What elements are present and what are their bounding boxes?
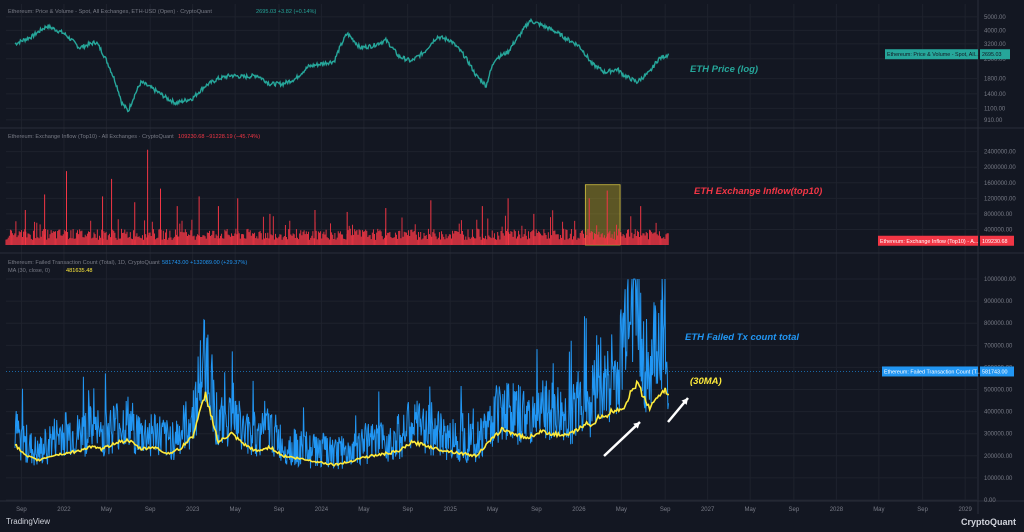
failed-tag-value: 581743.00 [982,369,1007,375]
price-tag-label-bg [885,49,978,60]
failed-y-tick: 200000.00 [984,454,1013,460]
x-axis-label: Sep [789,507,800,513]
inflow-tag-label: Ethereum: Exchange Inflow (Top10) - A... [880,239,978,245]
ma-header-value: 481635.48 [66,268,92,274]
tradingview-logo: TradingView [6,517,51,526]
price-y-tick: 1100.00 [984,106,1006,112]
inflow-header-value: 109230.68 −91228.19 (−45.74%) [178,134,260,140]
x-axis-label: Sep [531,507,542,513]
failed-y-tick: 0.00 [984,498,996,504]
inflow-y-tick: 1200000.00 [984,196,1016,202]
x-axis-label: May [744,507,755,513]
failed-y-tick: 900000.00 [984,299,1013,305]
x-axis-label: May [487,507,498,513]
x-axis-label: Sep [402,507,413,513]
failed-tag-label: Ethereum: Failed Transaction Count (T... [884,369,981,375]
inflow-header-name: Ethereum: Exchange Inflow (Top10) - All … [8,134,174,140]
failed-annotation: ETH Failed Tx count total [685,332,799,343]
failed-header-name: Ethereum: Failed Transaction Count (Tota… [8,260,160,266]
failed-y-tick: 700000.00 [984,343,1013,349]
failed-tag-value-bg [980,366,1014,377]
x-axis-label: 2022 [57,507,71,513]
inflow-y-tick: 800000.00 [984,212,1013,218]
x-axis-label: Sep [917,507,928,513]
x-axis-label: May [229,507,240,513]
x-axis-label: 2023 [186,507,200,513]
inflow-y-tick: 2000000.00 [984,165,1016,171]
inflow-y-tick: 1600000.00 [984,181,1016,187]
failed-tag-label-bg [882,366,978,377]
x-axis-label: 2029 [958,507,972,513]
failed-y-tick: 100000.00 [984,476,1013,482]
price-y-tick: 3200.00 [984,42,1006,48]
price-tag-value: 2695.03 [982,52,1002,58]
price-y-tick: 5000.00 [984,15,1006,21]
price-header-value: 2695.03 +3.82 (+0.14%) [256,9,316,15]
ma-annotation: (30MA) [690,376,722,387]
ma-header-name: MA (30, close, 0) [8,268,50,274]
failed-header-value: 581743.00 +132089.00 (+29.37%) [162,260,247,266]
price-y-tick: 1800.00 [984,77,1006,83]
inflow-annotation: ETH Exchange Inflow(top10) [694,186,822,197]
failed-line [14,278,669,470]
ma-line [14,379,670,467]
price-line [14,17,670,113]
inflow-bars [5,210,669,245]
price-y-tick: 910.00 [984,118,1003,124]
x-axis-label: May [616,507,627,513]
inflow-tag-label-bg [878,235,978,246]
footer: TradingView CryptoQuant [0,514,1024,532]
price-y-tick: 2500.00 [984,57,1006,63]
price-tag-label: Ethereum: Price & Volume - Spot, All... [887,52,979,58]
failed-y-tick: 500000.00 [984,388,1013,394]
failed-y-tick: 800000.00 [984,321,1013,327]
failed-y-tick: 300000.00 [984,432,1013,438]
x-axis-label: Sep [145,507,156,513]
failed-y-tick: 1000000.00 [984,277,1016,283]
price-header-name: Ethereum: Price & Volume - Spot, All Exc… [8,9,212,15]
inflow-tag-value-bg [980,235,1014,246]
x-axis-label: May [358,507,369,513]
x-axis-label: May [873,507,884,513]
x-axis-label: 2028 [830,507,844,513]
inflow-highlight-box [584,184,621,246]
x-axis-label: 2024 [315,507,329,513]
x-axis-label: 2027 [701,507,715,513]
cryptoquant-logo: CryptoQuant [961,517,1016,527]
x-axis-label: 2025 [443,507,457,513]
inflow-y-tick: 2400000.00 [984,150,1016,156]
price-y-tick: 4000.00 [984,28,1006,34]
price-annotation: ETH Price (log) [690,64,758,75]
trend-arrow-1-head [633,422,640,429]
failed-y-tick: 400000.00 [984,410,1013,416]
x-axis-label: Sep [274,507,285,513]
price-tag-value-bg [980,49,1010,60]
x-axis-label: May [101,507,112,513]
chart-canvas[interactable]: 5000.00 4000.00 3200.00 2500.00 1800.00 1400.… [0,0,1024,514]
inflow-y-tick: 400000.00 [984,227,1013,233]
price-y-tick: 1400.00 [984,92,1006,98]
trend-arrow-2-head [681,398,688,405]
x-axis-label: Sep [660,507,671,513]
x-axis-label: Sep [16,507,27,513]
inflow-tag-value: 109230.68 [982,239,1007,245]
trend-arrow-1 [603,421,641,457]
x-axis-label: 2026 [572,507,586,513]
